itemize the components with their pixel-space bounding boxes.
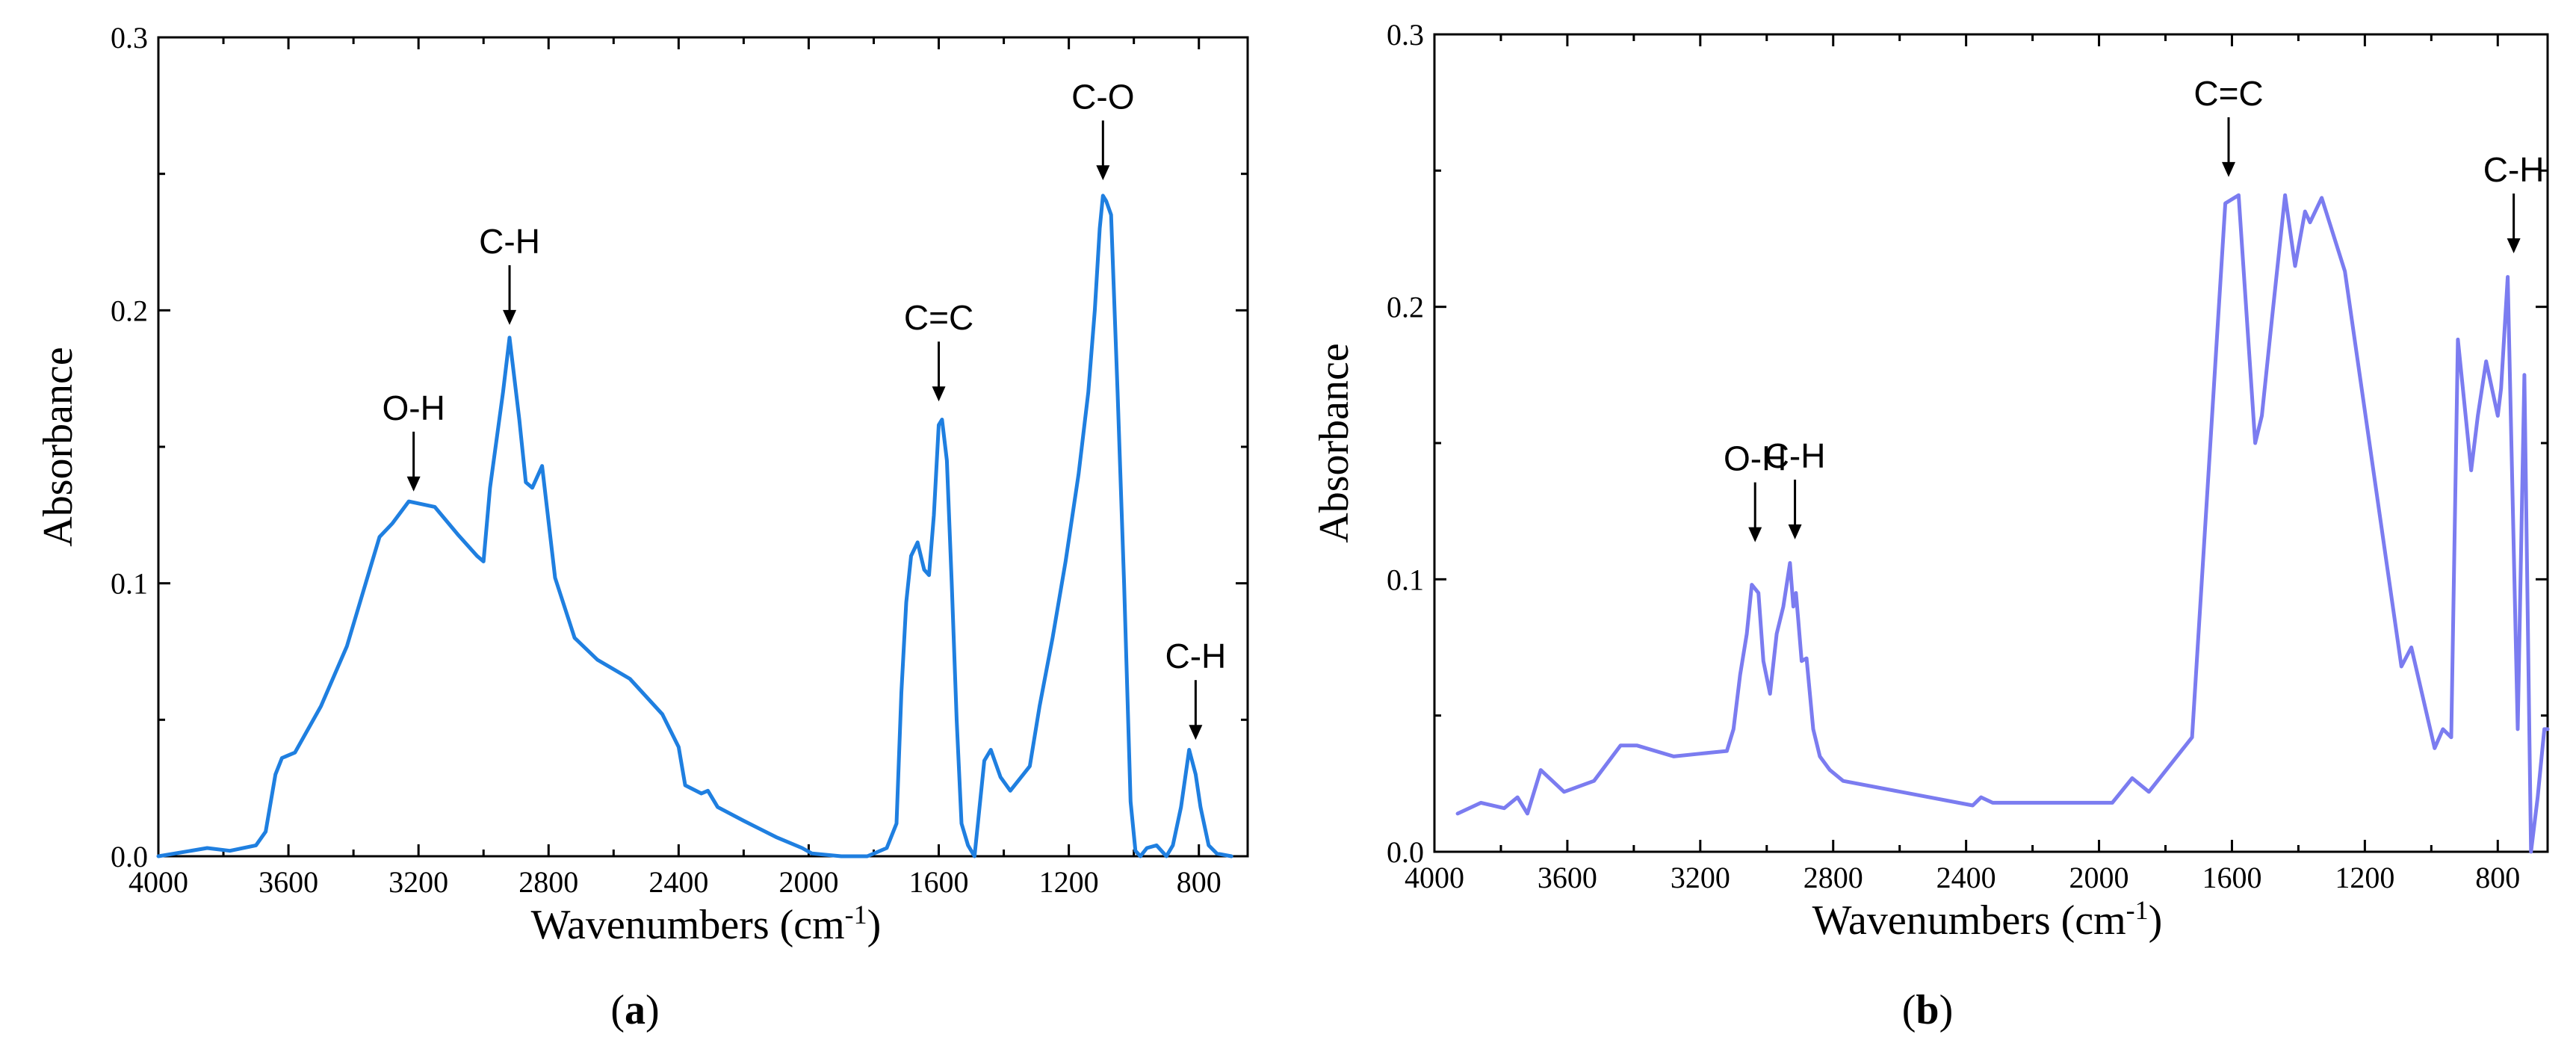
y-tick-label: 0.0	[111, 840, 148, 873]
spectrum-line	[156, 194, 1233, 858]
y-tick-label: 0.3	[1387, 18, 1424, 52]
annotation-arrow-head	[1788, 524, 1802, 539]
annotation-label: O-H	[1724, 439, 1786, 478]
annotation-label: O-H	[382, 389, 445, 427]
x-tick-label: 800	[2475, 861, 2520, 894]
panel-label-open: (	[1902, 987, 1916, 1033]
x-axis-title-end: )	[2149, 897, 2163, 944]
x-tick-label: 2800	[1803, 861, 1863, 894]
x-axis-title-main: Wavenumbers (cm	[1812, 897, 2126, 944]
x-tick-label: 2800	[518, 865, 578, 899]
spectrum-line	[1455, 193, 2550, 854]
x-tick-label: 2400	[648, 865, 708, 899]
annotation-arrow-head	[406, 476, 421, 492]
x-tick-label: 2000	[778, 865, 838, 899]
annotation-arrow-head	[932, 386, 946, 402]
y-axis-title: Absorbance	[35, 347, 81, 546]
x-tick-label: 3600	[258, 865, 318, 899]
x-tick-label: 4000	[129, 865, 188, 899]
annotation-arrow-head	[2507, 238, 2521, 254]
annotation-label: C-H	[2483, 150, 2545, 189]
x-tick-label: 1600	[909, 865, 969, 899]
x-tick-label: 2400	[1936, 861, 1996, 894]
x-tick-label: 3200	[1671, 861, 1730, 894]
x-tick-label: 800	[1177, 865, 1222, 899]
y-axis-title: Absorbance	[1311, 343, 1357, 542]
x-axis-title: Wavenumbers (cm-1)	[531, 900, 882, 948]
panel-label-letter: b	[1916, 987, 1939, 1033]
annotation-label: C-H	[479, 222, 540, 261]
x-tick-label: 3600	[1538, 861, 1597, 894]
panel-label: (b)	[1902, 987, 1953, 1033]
panel-label-open: (	[610, 987, 625, 1033]
x-tick-label: 1200	[1039, 865, 1099, 899]
x-tick-label: 2000	[2069, 861, 2129, 894]
panel-a: 4000 3600 3200 2800 2400 2000 1600 1200 800 0.0 0.…	[35, 21, 1249, 1033]
x-tick-label: 4000	[1405, 861, 1464, 894]
x-axis-title-sup: -1	[2126, 895, 2149, 925]
x-axis-title-main: Wavenumbers (cm	[531, 902, 845, 948]
plot-frame	[157, 36, 1249, 858]
x-axis-title-sup: -1	[845, 900, 867, 929]
y-tick-label: 0.1	[1387, 563, 1424, 596]
panel-label: (a)	[610, 987, 659, 1033]
annotation-arrow-head	[1096, 165, 1110, 181]
y-tick-label: 0.2	[1387, 291, 1424, 324]
x-tick-label: 1200	[2335, 861, 2394, 894]
x-axis-title: Wavenumbers (cm-1)	[1812, 895, 2163, 944]
y-tick-label: 0.1	[111, 567, 148, 601]
panel-label-close: )	[645, 987, 660, 1033]
panel-label-close: )	[1939, 987, 1954, 1033]
plot-frame	[1433, 33, 2549, 853]
annotation-arrow-head	[2222, 161, 2236, 177]
x-tick-label: 1600	[2202, 861, 2261, 894]
panel-label-letter: a	[625, 987, 645, 1033]
panel-b: 4000 3600 3200 2800 2400 2000 1600 1200 800 0.0 0.…	[1311, 18, 2550, 1033]
y-tick-label: 0.3	[111, 21, 148, 55]
x-tick-label: 3200	[388, 865, 448, 899]
annotation-label: C-H	[1765, 436, 1826, 475]
x-axis-title-end: )	[867, 902, 882, 948]
annotation-arrow-head	[503, 309, 517, 325]
y-tick-label: 0.2	[111, 294, 148, 327]
annotation-label: C-O	[1071, 77, 1134, 116]
y-tick-label: 0.0	[1387, 835, 1424, 869]
annotation-arrow-head	[1189, 725, 1203, 740]
annotation-label: C-H	[1165, 637, 1226, 675]
annotation-label: C=C	[904, 298, 973, 337]
annotation-arrow-head	[1748, 527, 1762, 542]
annotation-label: C=C	[2193, 74, 2263, 113]
